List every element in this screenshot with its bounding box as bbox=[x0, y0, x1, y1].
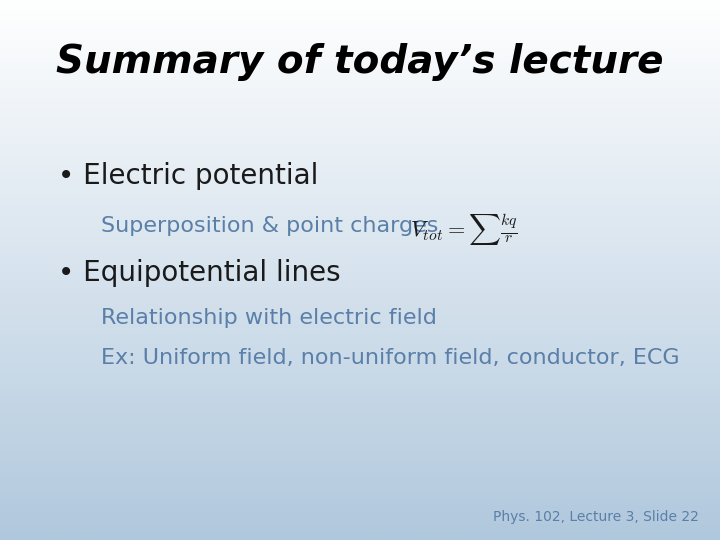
Text: Summary of today’s lecture: Summary of today’s lecture bbox=[56, 43, 664, 81]
Text: • Electric potential: • Electric potential bbox=[58, 162, 318, 190]
Text: • Equipotential lines: • Equipotential lines bbox=[58, 259, 341, 287]
Text: Ex: Uniform field, non-uniform field, conductor, ECG: Ex: Uniform field, non-uniform field, co… bbox=[101, 348, 680, 368]
Text: Relationship with electric field: Relationship with electric field bbox=[101, 308, 436, 328]
Text: Phys. 102, Lecture 3, Slide 22: Phys. 102, Lecture 3, Slide 22 bbox=[492, 510, 698, 524]
Text: Superposition & point charges: Superposition & point charges bbox=[101, 216, 438, 236]
Text: $V_{tot} = \sum\frac{kq}{r}$: $V_{tot} = \sum\frac{kq}{r}$ bbox=[410, 213, 518, 248]
